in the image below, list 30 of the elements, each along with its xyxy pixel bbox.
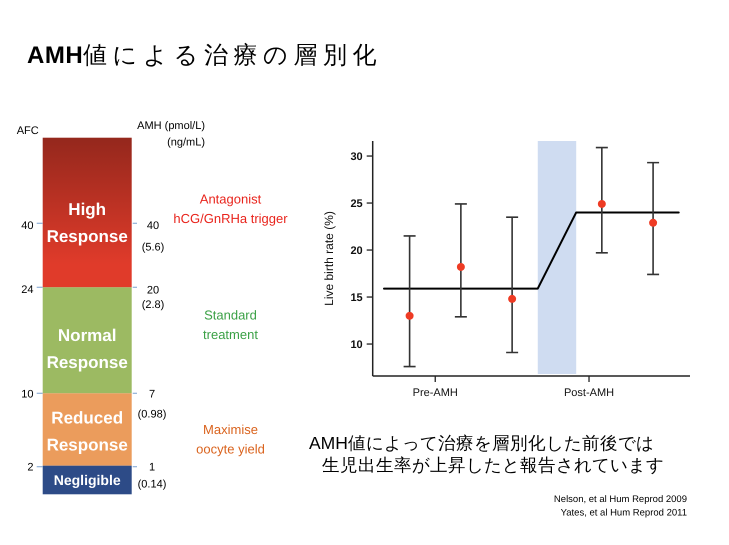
text: 24	[21, 284, 34, 296]
category-label: High Response	[46, 200, 128, 246]
category-label: Reduced Response	[46, 408, 128, 455]
text: 2	[27, 462, 34, 474]
text: 1 (0.14)	[138, 462, 166, 490]
text: 20 (2.8)	[142, 284, 164, 311]
text: 40	[21, 220, 34, 232]
category-label: Normal Response	[46, 326, 128, 372]
text: AMH (pmol/L) (ng/mL)	[137, 120, 205, 149]
y-axis-title: Live birth rate (%)	[322, 211, 336, 306]
y-tick-label: 15	[350, 292, 363, 304]
x-tick-label: Post-AMH	[564, 387, 614, 399]
text: 生児出生率が上昇したと報告されています	[322, 455, 664, 475]
y-tick-label: 10	[350, 339, 363, 352]
text: Maximise oocyte yield	[196, 422, 265, 456]
y-tick-label: 20	[350, 245, 363, 258]
text: 7 (0.98)	[138, 388, 166, 420]
text: Standard treatment	[203, 308, 258, 342]
category-label: Negligible	[54, 472, 121, 488]
text: AMH値による治療の層別化	[27, 42, 382, 69]
text: Antagonist hCG/GnRHa trigger	[173, 192, 288, 226]
text: AFC	[16, 125, 39, 137]
text: 10	[21, 388, 34, 400]
y-tick-label: 30	[350, 151, 363, 164]
text: Yates, et al Hum Reprod 2011	[560, 508, 687, 518]
x-tick-label: Pre-AMH	[412, 387, 458, 399]
text: 40 (5.6)	[142, 220, 164, 254]
text: AMH値によって治療を層別化した前後では	[309, 433, 654, 453]
text: Nelson, et al Hum Reprod 2009	[554, 494, 687, 505]
y-tick-label: 25	[350, 198, 363, 210]
